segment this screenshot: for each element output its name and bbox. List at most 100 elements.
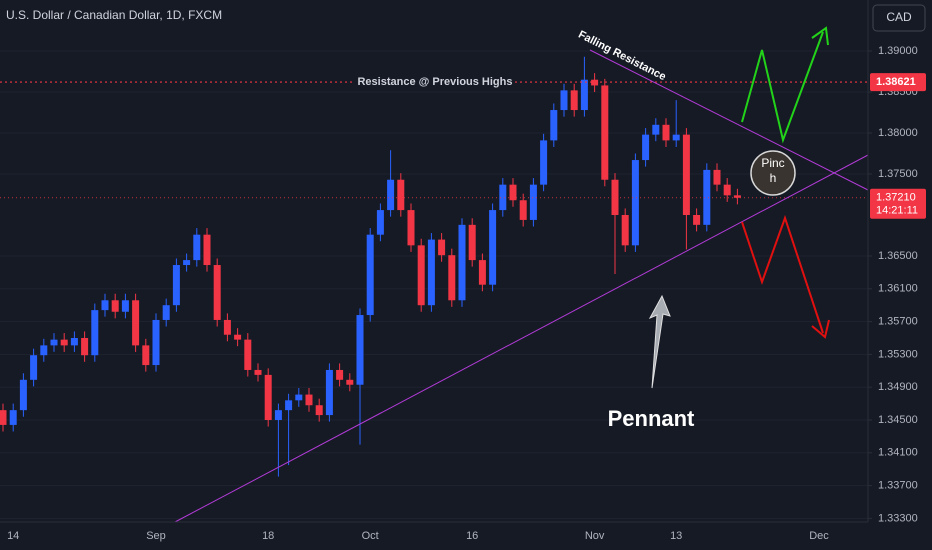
y-tick-label: 1.34100 <box>878 447 918 459</box>
last-price-label: 1.37210 <box>876 192 916 204</box>
falling-resistance <box>589 49 869 191</box>
candle-body <box>560 90 568 111</box>
candle-body <box>254 369 262 375</box>
resistance-price-label: 1.38621 <box>876 76 916 88</box>
pinch-label: h <box>770 171 777 185</box>
x-tick-label: 14 <box>7 530 19 542</box>
candle-body <box>642 134 650 161</box>
candle-body <box>213 265 221 320</box>
x-tick-label: Oct <box>362 530 379 542</box>
currency-button[interactable] <box>872 4 926 32</box>
candle-body <box>693 214 701 225</box>
candle-body <box>162 305 170 320</box>
candle-body <box>172 265 180 306</box>
candle-body <box>611 179 619 215</box>
x-tick-label: 16 <box>466 530 478 542</box>
candle-body <box>499 184 507 211</box>
x-tick-label: Dec <box>809 530 829 542</box>
candle-body <box>733 195 741 198</box>
x-tick-label: 13 <box>670 530 682 542</box>
candle-body <box>703 169 711 225</box>
candle-body <box>652 124 660 135</box>
currency-label[interactable]: CAD <box>886 10 912 24</box>
candle-body <box>366 234 374 316</box>
candle-body <box>407 210 415 246</box>
candle-body <box>183 260 191 266</box>
candle-body <box>305 394 313 406</box>
pinch-label: Pinc <box>761 156 784 170</box>
y-tick-label: 1.38000 <box>878 127 918 139</box>
x-tick-label: Sep <box>146 530 166 542</box>
x-tick-label: 18 <box>262 530 274 542</box>
resistance-text: Resistance @ Previous Highs <box>357 76 512 88</box>
candle-body <box>662 124 670 141</box>
candle-body <box>142 345 150 366</box>
candle-body <box>713 169 721 185</box>
candle-body <box>540 140 548 185</box>
candle-body <box>9 410 17 425</box>
countdown-label: 14:21:11 <box>876 205 918 217</box>
bearish-arrow-head <box>811 319 830 339</box>
candle-body <box>601 85 609 180</box>
candle-body <box>19 379 27 411</box>
candle-body <box>529 184 537 220</box>
candle-body <box>40 345 48 356</box>
pennant-arrow <box>648 294 671 389</box>
candle-body <box>468 224 476 261</box>
candle-body <box>478 260 486 285</box>
y-tick-label: 1.34500 <box>878 414 918 426</box>
candle-body <box>621 214 629 246</box>
candle-body <box>274 410 282 420</box>
candle-body <box>193 234 201 261</box>
candle-body <box>580 79 588 111</box>
candle-body <box>346 379 354 385</box>
candle-body <box>111 300 119 312</box>
rising-support <box>174 154 869 523</box>
candle-body <box>234 334 242 340</box>
candle-body <box>387 179 395 211</box>
candle-body <box>223 319 231 335</box>
candle-body <box>519 200 527 220</box>
candle-body <box>448 255 456 301</box>
y-tick-label: 1.39000 <box>878 45 918 57</box>
candle-body <box>570 90 578 111</box>
bearish-arrow <box>741 214 824 334</box>
candle-body <box>682 134 690 215</box>
candle-body <box>438 239 446 256</box>
grid <box>0 50 868 519</box>
y-tick-label: 1.35700 <box>878 316 918 328</box>
candle-body <box>417 245 425 306</box>
candle-body <box>376 210 384 235</box>
candle-body <box>285 400 293 411</box>
candle-body <box>101 300 109 311</box>
candle-body <box>244 339 252 370</box>
candle-body <box>50 339 58 346</box>
candle-body <box>325 369 333 416</box>
resistance-text-bg <box>355 74 515 91</box>
y-tick-label: 1.36100 <box>878 283 918 295</box>
y-tick-label: 1.34900 <box>878 381 918 393</box>
candle-body <box>30 355 38 380</box>
candle-body <box>91 310 99 356</box>
candle-body <box>550 110 558 141</box>
candles: Resistance @ Previous Highs <box>0 56 868 477</box>
candle-body <box>121 300 129 312</box>
candle-body <box>336 369 344 380</box>
price-axis <box>868 0 932 550</box>
candle-body <box>70 337 78 346</box>
candle-body <box>591 79 599 86</box>
candle-body <box>152 319 160 366</box>
y-tick-label: 1.35300 <box>878 348 918 360</box>
y-tick-label: 1.33700 <box>878 479 918 491</box>
candle-body <box>723 184 731 196</box>
candle-body <box>489 210 497 285</box>
candle-body <box>132 300 140 346</box>
axes: 1.33300 1.33700 1.34100 1.34500 1.34900 1.353… <box>7 45 926 542</box>
y-tick-label: 1.36500 <box>878 250 918 262</box>
candle-body <box>295 394 303 401</box>
candle-body <box>631 160 639 246</box>
candle-body <box>81 337 89 356</box>
y-tick-label: 1.33300 <box>878 512 918 524</box>
bullish-arrow <box>741 31 824 144</box>
